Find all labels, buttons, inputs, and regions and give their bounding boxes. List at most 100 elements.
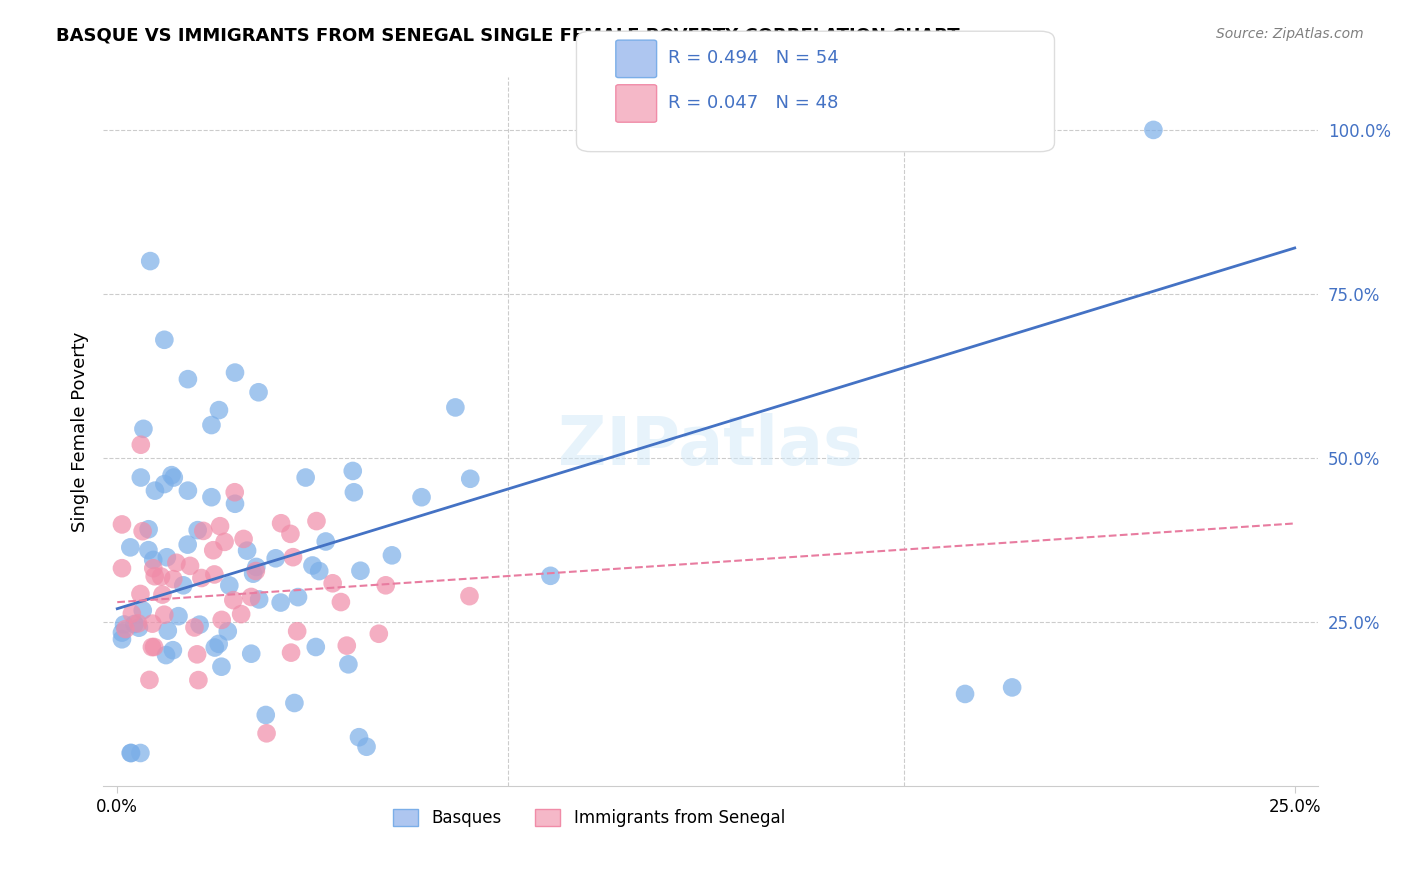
Immigrants from Senegal	[231, 607, 253, 621]
Point	[129, 438, 152, 452]
Basques	[156, 550, 179, 565]
Immigrants from Senegal	[190, 571, 212, 585]
Basques	[188, 617, 211, 632]
Immigrants from Senegal	[153, 607, 176, 622]
Basques	[124, 617, 146, 632]
Point	[1142, 123, 1164, 137]
Immigrants from Senegal	[150, 569, 173, 583]
Basques	[120, 746, 142, 760]
Point	[163, 470, 186, 484]
Immigrants from Senegal	[202, 567, 225, 582]
Basques	[337, 657, 360, 672]
Basques	[156, 624, 179, 638]
Immigrants from Senegal	[152, 588, 174, 602]
Basques	[242, 566, 264, 581]
Text: Source: ZipAtlas.com: Source: ZipAtlas.com	[1216, 27, 1364, 41]
Basques	[540, 569, 562, 583]
Basques	[211, 659, 233, 673]
Immigrants from Senegal	[280, 646, 302, 660]
Text: BASQUE VS IMMIGRANTS FROM SENEGAL SINGLE FEMALE POVERTY CORRELATION CHART: BASQUE VS IMMIGRANTS FROM SENEGAL SINGLE…	[56, 27, 960, 45]
Basques	[204, 640, 226, 655]
Basques	[208, 403, 231, 417]
Immigrants from Senegal	[114, 622, 136, 636]
Immigrants from Senegal	[165, 556, 187, 570]
Basques	[343, 485, 366, 500]
Point	[200, 418, 222, 433]
Point	[153, 333, 176, 347]
Immigrants from Senegal	[187, 673, 209, 687]
Y-axis label: Single Female Poverty: Single Female Poverty	[72, 332, 89, 532]
Point	[224, 497, 246, 511]
Basques	[305, 640, 328, 654]
Immigrants from Senegal	[121, 607, 143, 621]
Immigrants from Senegal	[143, 569, 166, 583]
Immigrants from Senegal	[458, 589, 481, 603]
Basques	[247, 592, 270, 607]
Immigrants from Senegal	[143, 640, 166, 654]
Point	[953, 687, 976, 701]
Basques	[172, 578, 194, 592]
Immigrants from Senegal	[285, 624, 308, 639]
Immigrants from Senegal	[142, 561, 165, 575]
Immigrants from Senegal	[224, 485, 246, 500]
Basques	[111, 632, 134, 647]
Point	[177, 372, 200, 386]
Basques	[458, 472, 481, 486]
Immigrants from Senegal	[162, 572, 184, 586]
Point	[342, 464, 364, 478]
Basques	[217, 624, 239, 639]
Basques	[112, 617, 135, 632]
Immigrants from Senegal	[374, 578, 396, 592]
Immigrants from Senegal	[208, 519, 231, 533]
Basques	[128, 621, 150, 635]
Immigrants from Senegal	[256, 726, 278, 740]
Point	[200, 490, 222, 504]
Immigrants from Senegal	[183, 620, 205, 634]
Point	[153, 477, 176, 491]
Basques	[218, 578, 240, 592]
Basques	[208, 637, 231, 651]
Basques	[132, 422, 155, 436]
Text: ZIPatlas: ZIPatlas	[558, 413, 863, 479]
Point	[247, 385, 270, 400]
Immigrants from Senegal	[141, 640, 163, 654]
Immigrants from Senegal	[141, 616, 163, 631]
Immigrants from Senegal	[129, 587, 152, 601]
Immigrants from Senegal	[367, 626, 389, 640]
Immigrants from Senegal	[280, 526, 302, 541]
Basques	[381, 549, 404, 563]
Point	[1001, 681, 1024, 695]
Immigrants from Senegal	[270, 516, 292, 531]
Basques	[155, 648, 177, 662]
Immigrants from Senegal	[329, 595, 352, 609]
Basques	[444, 401, 467, 415]
Point	[294, 470, 316, 484]
Point	[143, 483, 166, 498]
Immigrants from Senegal	[111, 561, 134, 575]
Basques	[142, 553, 165, 567]
Basques	[167, 609, 190, 624]
Immigrants from Senegal	[281, 550, 304, 565]
Immigrants from Senegal	[186, 648, 208, 662]
Basques	[254, 708, 277, 723]
Basques	[283, 696, 305, 710]
Immigrants from Senegal	[131, 524, 153, 539]
Immigrants from Senegal	[222, 593, 245, 607]
Basques	[162, 643, 184, 657]
Legend: Basques, Immigrants from Senegal: Basques, Immigrants from Senegal	[387, 803, 792, 834]
Basques	[240, 647, 263, 661]
Immigrants from Senegal	[214, 534, 236, 549]
Text: R = 0.494   N = 54: R = 0.494 N = 54	[668, 49, 838, 67]
Basques	[132, 603, 155, 617]
Immigrants from Senegal	[127, 616, 149, 631]
Immigrants from Senegal	[111, 517, 134, 532]
Point	[129, 470, 152, 484]
Point	[224, 366, 246, 380]
Basques	[245, 560, 267, 574]
Basques	[138, 522, 160, 536]
Immigrants from Senegal	[179, 558, 201, 573]
Immigrants from Senegal	[202, 543, 225, 558]
Basques	[120, 541, 142, 555]
Immigrants from Senegal	[245, 564, 267, 578]
Basques	[356, 739, 378, 754]
